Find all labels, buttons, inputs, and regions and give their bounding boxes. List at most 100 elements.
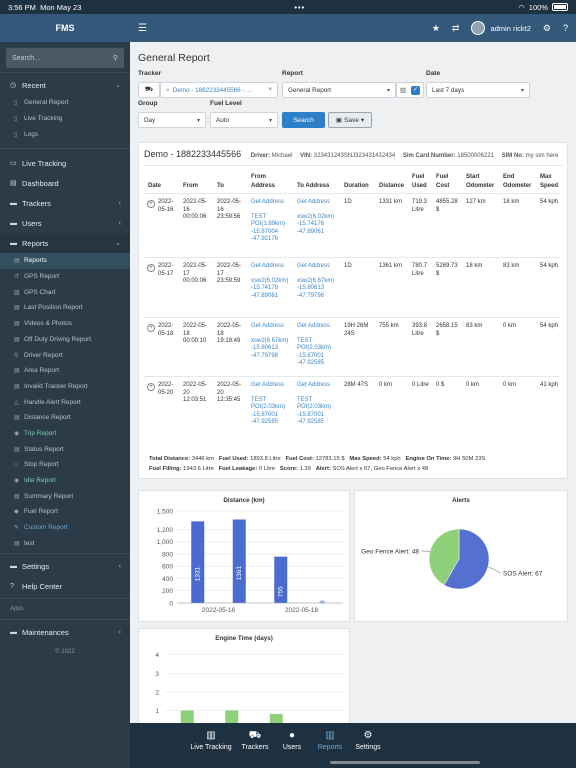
get-address-link[interactable]: Get Address	[297, 263, 331, 269]
chart-checkbox[interactable]: ✓	[411, 85, 420, 95]
sidebar-item-users[interactable]: ▬ Users ‹	[0, 213, 130, 233]
get-address-link[interactable]: Get Address	[251, 382, 285, 388]
chevron-down-icon: ▾	[196, 117, 200, 124]
reports-subitem-last-position-report[interactable]: ▤ Last Position Report	[0, 300, 130, 316]
reports-subitem-invalid-tracker-report[interactable]: ▤ Invalid Tracker Report	[0, 379, 130, 395]
multitask-dots[interactable]: •••	[294, 2, 306, 12]
reports-subitem-reports[interactable]: ▤ Reports	[0, 253, 130, 269]
sidebar-item-recent[interactable]: ◷ Recent ⌄	[0, 75, 130, 95]
tab-reports[interactable]: ▥ Reports	[305, 730, 355, 751]
sidebar-item-reports[interactable]: ▬ Reports ⌄	[0, 233, 130, 254]
avatar[interactable]	[471, 21, 486, 35]
report-select[interactable]: General Report ▾	[282, 82, 396, 98]
sidebar-item-dashboard[interactable]: ▤ Dashboard	[0, 173, 130, 193]
simno-value: my sim here	[525, 153, 559, 159]
save-button[interactable]: ▣ Save ▾	[328, 112, 372, 128]
apps-heading: Apps	[10, 606, 24, 613]
sidebar-item-maintenances[interactable]: ▬ Maintenances ‹	[0, 622, 130, 642]
cell-distance: 755 km	[379, 323, 399, 329]
cell-fuel-cost: 4855.28 $	[436, 199, 458, 213]
sidebar-item-settings[interactable]: ▬ Settings ‹	[0, 556, 130, 576]
tab-users[interactable]: ● Users	[267, 730, 317, 751]
reports-subitem-driver-report[interactable]: ⚲ Driver Report	[0, 347, 130, 363]
get-address-link[interactable]: Get Address	[297, 199, 331, 205]
pie-label: SOS Alert: 67	[503, 571, 543, 578]
report-item-icon: ▤	[14, 446, 20, 453]
report-item-icon: ↺	[14, 274, 20, 281]
cell-fuel-used: 719.3 Litre	[412, 199, 428, 213]
engine-bar	[180, 710, 194, 723]
sidebar-item-trackers[interactable]: ▬ Trackers ‹	[0, 193, 130, 213]
search-button[interactable]: Search	[282, 112, 325, 128]
brand-logo[interactable]: FMS	[0, 14, 130, 42]
truck-icon[interactable]: ⛟	[138, 82, 160, 98]
group-select[interactable]: Day ▾	[138, 112, 206, 128]
y-tick-label: 200	[162, 588, 173, 595]
reports-subitem-stop-report[interactable]: ○ Stop Report	[0, 457, 130, 473]
user-name[interactable]: admin rickt2	[490, 23, 531, 33]
menu-icon[interactable]: ☰	[138, 22, 147, 34]
sidebar-item-live-tracking[interactable]: ▭ Live Tracking	[0, 153, 130, 173]
pie-label-leader	[487, 566, 502, 574]
report-label: Report	[282, 70, 303, 77]
get-address-link[interactable]: Get Address	[251, 323, 285, 329]
reports-subitem-off-duty-driving-report[interactable]: ▤ Off Duty Driving Report	[0, 332, 130, 348]
tracker-select[interactable]: × Demo - 1882233445566 - ... ×	[160, 82, 278, 98]
reports-subitem-videos-photos[interactable]: ▤ Videos & Photos	[0, 316, 130, 332]
clear-icon[interactable]: ×	[166, 86, 170, 94]
get-address-link[interactable]: Get Address	[297, 382, 331, 388]
recent-item-live-tracking[interactable]: ▯ Live Tracking	[0, 111, 130, 127]
get-address-link[interactable]: Get Address	[251, 263, 285, 269]
poi-text: xsw2(6.67km)	[251, 337, 289, 344]
expand-row-icon[interactable]: +	[147, 200, 155, 208]
reports-subitem-trip-report[interactable]: ◉ Trip Report	[0, 426, 130, 442]
reports-subitem-summary-report[interactable]: ▤ Summary Report	[0, 488, 130, 504]
engine-chart-panel: Engine Time (days) 01234	[138, 628, 350, 723]
pie-slice-sos	[443, 528, 490, 590]
recent-item-general-report[interactable]: ▯ General Report	[0, 95, 130, 111]
reports-subitem-custom-report[interactable]: ✎ Custom Report	[0, 520, 130, 536]
gears-icon[interactable]: ⚙	[542, 22, 551, 33]
expand-row-icon[interactable]: +	[147, 264, 155, 272]
battery-icon	[551, 3, 568, 11]
date-select[interactable]: Last 7 days ▾	[426, 82, 530, 98]
reports-subitem-handle-alert-report[interactable]: △ Handle Alert Report	[0, 394, 130, 410]
tab-trackers[interactable]: ⛟ Trackers	[230, 730, 280, 751]
reports-subitem-label: Driver Report	[24, 351, 63, 359]
alert-label: Alert:	[315, 466, 331, 472]
reports-subitem-area-report[interactable]: ▤ Area Report	[0, 363, 130, 379]
report-item-icon: ▥	[14, 289, 20, 296]
search-icon[interactable]: ⚲	[112, 55, 118, 62]
recent-item-logs[interactable]: ▯ Logs	[0, 126, 130, 142]
reports-subitem-fuel-report[interactable]: ◆ Fuel Report	[0, 504, 130, 520]
reports-subitem-test[interactable]: ▤ test	[0, 535, 130, 551]
status-date: Mon May 23	[40, 2, 82, 12]
chart-toggle[interactable]: ▥ ✓	[396, 82, 424, 98]
reports-subitem-distance-report[interactable]: ▤ Distance Report	[0, 410, 130, 426]
y-tick-label: 800	[162, 551, 173, 558]
tab-live-tracking[interactable]: ▥ Live Tracking	[186, 730, 236, 751]
remove-icon[interactable]: ×	[268, 87, 272, 93]
y-tick-label: 600	[162, 564, 173, 571]
get-address-link[interactable]: Get Address	[297, 323, 331, 329]
expand-row-icon[interactable]: +	[147, 383, 155, 391]
translate-icon[interactable]: ⇄	[451, 22, 460, 33]
star-icon[interactable]: ★	[431, 22, 440, 33]
fuel-level-select[interactable]: Auto ▾	[210, 112, 278, 128]
cell-start-odo: 0 km	[466, 382, 480, 388]
reports-subitem-gps-chart[interactable]: ▥ GPS Chart	[0, 284, 130, 300]
sidebar-search-input[interactable]: Search... ⚲	[6, 48, 124, 68]
get-address-link[interactable]: Get Address	[251, 199, 285, 205]
help-icon[interactable]: ?	[562, 23, 568, 33]
to-address-cell: Get Address xsw2(6.67km) -15.80613 -47.7979…	[297, 263, 337, 300]
alerts-chart-panel: Alerts SOS Alert: 67 Geo Fence Alert: 48	[354, 490, 568, 622]
home-indicator[interactable]	[330, 761, 480, 764]
reports-subitem-gps-report[interactable]: ↺ GPS Report	[0, 269, 130, 285]
tab-settings[interactable]: ⚙ Settings	[343, 730, 393, 751]
reports-subitem-idle-report[interactable]: ◉ Idle Report	[0, 473, 130, 489]
sidebar-item-help-center[interactable]: ? Help Center	[0, 576, 130, 596]
bar-data-label: 755	[278, 586, 285, 597]
bookmark-icon: ▯	[14, 116, 18, 123]
expand-row-icon[interactable]: +	[147, 324, 155, 332]
reports-subitem-status-report[interactable]: ▤ Status Report	[0, 441, 130, 457]
